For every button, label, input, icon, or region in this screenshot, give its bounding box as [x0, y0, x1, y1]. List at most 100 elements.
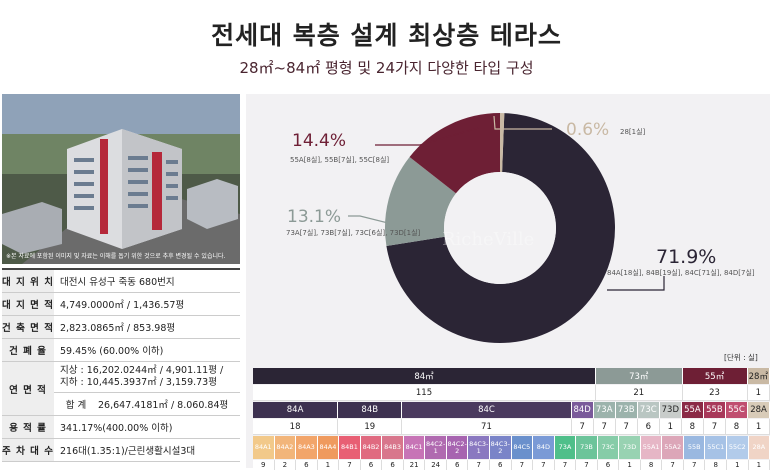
leader-line [493, 115, 552, 130]
subtype-count-cell: 7 [683, 460, 706, 470]
subtype-cell: 84A3 [296, 436, 318, 459]
subtype-cell: 84C2-2 [446, 436, 469, 459]
site-info-table: 대 지 위 치 대전시 유성구 죽동 680번지 대 지 면 적 4,749.0… [2, 268, 240, 462]
type-count-row: 18 19 71 7 7 7 6 1 8 7 8 1 [253, 419, 771, 435]
group-cell: 55㎡ [682, 368, 748, 384]
group-count-cell: 23 [682, 385, 748, 401]
subtype-count-cell: 7 [576, 460, 598, 470]
type-cell: 55A [681, 402, 704, 418]
subtype-cell: 73C [597, 436, 620, 459]
subtype-count-cell: 6 [296, 460, 318, 470]
subtype-cell: 55C2 [727, 436, 749, 459]
subtype-count-cell: 1 [619, 460, 641, 470]
type-cell: 55B [703, 402, 726, 418]
image-disclaimer: ※본 자료에 포함된 이미지 및 자료는 이해를 돕기 위한 것으로 추후 변경… [6, 253, 226, 260]
slice-label-71-9: 71.9% [656, 246, 717, 268]
type-count-cell: 7 [703, 419, 726, 435]
floor-total-label: 합 계 [65, 400, 87, 411]
floor-area-label: 연 면 적 [2, 362, 54, 415]
slice-detail-28: 28[1실] [620, 128, 646, 136]
subtype-count-cell: 2 [274, 460, 297, 470]
subtype-cell: 84C3-2 [490, 436, 512, 459]
type-count-cell: 8 [681, 419, 704, 435]
subtype-count-cell: 1 [317, 460, 340, 470]
building-illustration [2, 94, 240, 264]
building-area-row: 건 축 면 적 2,823.0865㎡ / 853.98평 [2, 316, 240, 339]
subtype-cell: 84B1 [339, 436, 361, 459]
type-cell: 84C [402, 402, 572, 418]
type-count-cell: 7 [593, 419, 616, 435]
subtype-count-cell: 7 [511, 460, 534, 470]
coverage-label: 건 폐 율 [2, 339, 54, 361]
group-count-cell: 21 [596, 385, 683, 401]
building-area-label: 건 축 면 적 [2, 316, 54, 338]
floor-above-label: 지상 [60, 365, 78, 376]
type-count-cell: 7 [615, 419, 638, 435]
subtype-cell: 84C3-1 [468, 436, 491, 459]
type-count-cell: 19 [338, 419, 403, 435]
group-row: 84㎡ 73㎡ 55㎡ 28㎡ [253, 368, 770, 384]
type-count-cell: 1 [659, 419, 682, 435]
subtype-count-cell: 7 [339, 460, 361, 470]
subtype-cell: 73B [576, 436, 598, 459]
subtype-count-cell: 24 [425, 460, 447, 470]
subtype-cell: 84C5 [511, 436, 534, 459]
type-row: 84A 84B 84C 84D 73A 73B 73C 73D 55A 55B 55C 28A [253, 402, 771, 418]
slice-detail-55: 55A[8실], 55B[7실], 55C[8실] [290, 156, 390, 164]
donut-slice [409, 113, 500, 194]
type-cell: 84D [571, 402, 594, 418]
leader-line [375, 127, 479, 146]
subtype-cell: 84A4 [317, 436, 340, 459]
subtype-cell: 84C2-1 [425, 436, 447, 459]
building-area-value: 2,823.0865㎡ / 853.98평 [60, 323, 176, 334]
subtype-count-cell: 7 [662, 460, 684, 470]
floor-above-value: 16,202.0244㎡ / 4,901.11평 / [86, 365, 224, 376]
type-cell: 73B [615, 402, 638, 418]
floor-area-detail: 지상 : 16,202.0244㎡ / 4,901.11평 / 지하 : 10,… [54, 362, 240, 393]
type-cell: 28A [748, 402, 771, 418]
subtype-count-cell: 21 [403, 460, 426, 470]
floor-below-label: 지하 [60, 377, 78, 388]
leader-line [348, 215, 401, 227]
subtype-cell: 55C1 [705, 436, 728, 459]
site-area-row: 대 지 면 적 4,749.0000㎡ / 1,436.57평 [2, 293, 240, 316]
donut-hole [444, 172, 556, 284]
subtype-cell: 84B2 [360, 436, 383, 459]
subtype-count-cell: 6 [446, 460, 469, 470]
type-count-cell: 1 [748, 419, 771, 435]
subtype-cell: 84A1 [253, 436, 275, 459]
site-location-value: 대전시 유성구 죽동 680번지 [60, 277, 175, 288]
richeville-logo: RicheVille [442, 229, 535, 250]
parking-label: 주 차 대 수 [2, 439, 54, 461]
type-count-cell: 6 [637, 419, 660, 435]
subtype-count-cell: 7 [468, 460, 491, 470]
coverage-value: 59.45% (60.00% 이하) [60, 346, 164, 357]
slice-label-14-4: 14.4% [292, 131, 347, 151]
leader-line [607, 276, 665, 291]
subtype-count-cell: 8 [640, 460, 663, 470]
subtype-cell: 84C1 [403, 436, 426, 459]
subtype-count-cell: 7 [554, 460, 577, 470]
site-area-label: 대 지 면 적 [2, 293, 54, 315]
subtype-row: 84A1 84A2 84A3 84A4 84B1 84B2 84B3 84C1 84C2-1 84… [253, 436, 771, 459]
subtype-cell: 28A [748, 436, 771, 459]
slice-detail-84: 84A[18실], 84B[19실], 84C[71실], 84D[7실] [607, 269, 755, 277]
subtype-count-row: 9 2 6 1 7 6 6 21 24 6 7 6 7 7 7 7 6 1 8 7 7 8 1 1 [253, 460, 771, 470]
parking-row: 주 차 대 수 216대(1.35:1)/근린생활시설3대 [2, 439, 240, 462]
subtype-count-cell: 9 [253, 460, 275, 470]
subtype-count-cell: 1 [748, 460, 771, 470]
floor-area-row: 연 면 적 지상 : 16,202.0244㎡ / 4,901.11평 / 지하… [2, 362, 240, 416]
site-location-label: 대 지 위 치 [2, 270, 54, 292]
type-count-cell: 18 [253, 419, 339, 435]
subtype-count-cell: 6 [490, 460, 512, 470]
page-title: 전세대 복층 설계 최상층 테라스 [211, 21, 562, 50]
type-count-cell: 8 [725, 419, 748, 435]
floor-below-value: 10,445.3937㎡ / 3,159.73평 [86, 377, 217, 388]
subtype-count-cell: 6 [597, 460, 620, 470]
subtype-count-cell: 8 [705, 460, 728, 470]
site-area-value: 4,749.0000㎡ / 1,436.57평 [60, 300, 185, 311]
far-value: 341.17%(400.00% 이하) [60, 423, 173, 434]
type-cell: 73C [637, 402, 660, 418]
group-count-cell: 1 [747, 385, 770, 401]
slice-label-0-6: 0.6% [566, 120, 610, 140]
